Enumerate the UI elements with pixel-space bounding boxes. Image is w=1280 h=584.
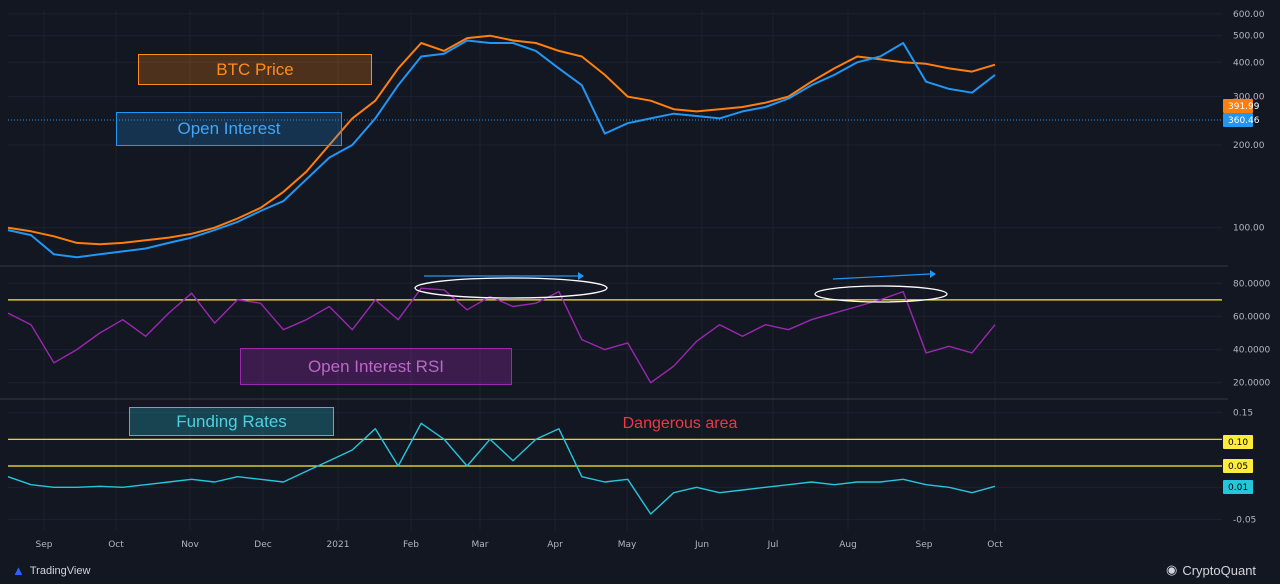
y-tick-label: 60.0000 — [1233, 312, 1270, 322]
funding-rates-label: Funding Rates — [129, 407, 334, 436]
series-lines — [7, 34, 996, 515]
ellipse-highlight — [814, 285, 948, 303]
grid-lines — [8, 10, 1222, 530]
y-tick-label: 20.0000 — [1233, 379, 1270, 389]
cryptoquant-brand: ◉ CryptoQuant — [1166, 562, 1256, 578]
annotations — [414, 270, 948, 303]
funding-tag-bg — [1223, 480, 1253, 494]
x-tick-label: Apr — [547, 540, 563, 550]
y-tick-label: 40.0000 — [1233, 346, 1270, 356]
x-tick-label: Sep — [916, 540, 933, 550]
level-010-tag: 0.10 — [1228, 438, 1248, 448]
y-tick-label: 80.0000 — [1233, 279, 1270, 289]
btc-price-label: BTC Price — [138, 54, 372, 85]
x-tick-label: 2021 — [327, 540, 350, 550]
series-open-interest-rsi — [7, 287, 996, 384]
x-tick-label: Oct — [987, 540, 1003, 550]
panel-separators — [0, 265, 1228, 400]
x-tick-label: Oct — [108, 540, 124, 550]
y-tick-label: 0.15 — [1233, 409, 1253, 419]
x-tick-label: Aug — [839, 540, 857, 550]
x-tick-label: Nov — [181, 540, 199, 550]
oi-tag-bg — [1223, 113, 1253, 127]
level-005-tag: 0.05 — [1228, 462, 1248, 472]
series-open-interest — [7, 39, 996, 259]
ellipse-highlight — [414, 277, 608, 299]
y-tick-label: 200.00 — [1233, 141, 1265, 151]
x-tick-label: Dec — [254, 540, 271, 550]
price-tags: 391.99 360.46 0.10 0.05 0.01 — [1223, 99, 1260, 494]
level-005-tag-bg — [1223, 459, 1253, 473]
tradingview-text: TradingView — [29, 564, 91, 577]
tradingview-brand: ▲ TradingView — [12, 563, 90, 578]
funding-tag: 0.01 — [1228, 483, 1248, 493]
x-tick-label: Sep — [36, 540, 53, 550]
x-tick-label: Jun — [694, 540, 709, 550]
open-interest-label: Open Interest — [116, 112, 342, 146]
threshold-lines — [8, 119, 1222, 467]
axis-labels: 600.00 500.00 400.00 300.00 200.00 100.00 80.0… — [36, 10, 1271, 550]
x-tick-label: Feb — [403, 540, 419, 550]
oi-tag: 360.46 — [1228, 116, 1260, 126]
btc-price-tag-bg — [1223, 99, 1253, 113]
x-tick-label: May — [618, 540, 637, 550]
x-tick-label: Mar — [472, 540, 489, 550]
y-tick-label: 600.00 — [1233, 10, 1265, 20]
cryptoquant-text: CryptoQuant — [1182, 562, 1257, 578]
series-funding-rates — [7, 422, 996, 515]
arrowhead-icon — [930, 270, 936, 278]
level-010-tag-bg — [1223, 435, 1253, 449]
y-tick-label: 100.00 — [1233, 224, 1265, 234]
dangerous-area-label: Dangerous area — [622, 415, 738, 432]
x-tick-label: Jul — [767, 540, 779, 550]
cryptoquant-logo-icon: ◉ — [1166, 562, 1178, 577]
y-tick-label: 300.00 — [1233, 93, 1265, 103]
series-btc-price — [7, 34, 996, 246]
y-tick-label: 400.00 — [1233, 58, 1265, 68]
y-tick-label: 500.00 — [1233, 32, 1265, 42]
arrowhead-icon — [578, 272, 584, 280]
btc-price-tag: 391.99 — [1228, 102, 1260, 112]
tradingview-logo-icon: ▲ — [12, 563, 25, 578]
oi-rsi-label: Open Interest RSI — [240, 348, 512, 385]
trend-arrow — [832, 273, 931, 280]
y-tick-label: -0.05 — [1233, 515, 1256, 525]
